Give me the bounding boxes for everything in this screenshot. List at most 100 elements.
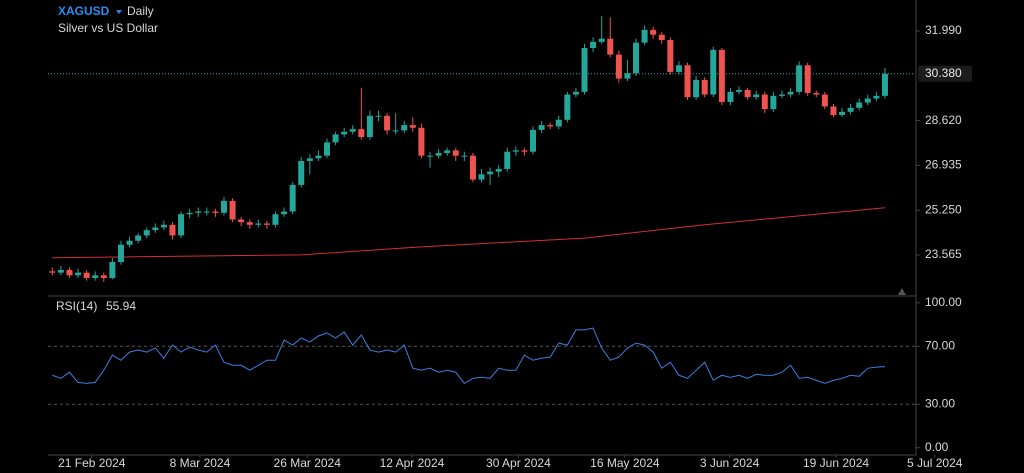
candle-body bbox=[143, 230, 150, 236]
candle-body bbox=[92, 275, 99, 278]
candle-body bbox=[57, 270, 64, 273]
candle-body bbox=[590, 41, 597, 48]
candle-body bbox=[641, 29, 648, 43]
x-tick-label: 26 Mar 2024 bbox=[274, 456, 342, 470]
x-tick-label: 21 Feb 2024 bbox=[58, 456, 126, 470]
candle-body bbox=[238, 219, 245, 223]
candle-body bbox=[710, 49, 717, 95]
scroll-marker[interactable] bbox=[898, 288, 906, 295]
candle-body bbox=[220, 200, 227, 213]
candle-body bbox=[418, 127, 425, 156]
rsi-line bbox=[52, 327, 885, 385]
candle-body bbox=[615, 54, 622, 79]
y-tick-label: 26.935 bbox=[925, 158, 962, 172]
candle-body bbox=[873, 95, 880, 99]
candle-body bbox=[366, 115, 373, 138]
candle-body bbox=[718, 49, 725, 102]
candle-body bbox=[744, 90, 751, 98]
candle-body bbox=[426, 155, 433, 157]
candle-body bbox=[821, 94, 828, 107]
candle-body bbox=[804, 65, 811, 93]
candle-body bbox=[538, 125, 545, 130]
candle-body bbox=[727, 91, 734, 102]
candle-body bbox=[650, 29, 657, 35]
candle-body bbox=[547, 125, 554, 127]
candle-body bbox=[306, 158, 313, 161]
y-tick-label: 70.00 bbox=[925, 338, 955, 352]
candle-body bbox=[564, 94, 571, 120]
current-price-label: 30.380 bbox=[925, 66, 962, 80]
candle-body bbox=[813, 92, 820, 95]
candle-body bbox=[598, 38, 605, 42]
y-tick-label: 0.00 bbox=[925, 440, 949, 454]
candle-body bbox=[160, 224, 167, 228]
candle-body bbox=[126, 240, 133, 245]
candle-body bbox=[787, 91, 794, 95]
candle-body bbox=[504, 151, 511, 169]
candle-body bbox=[753, 94, 760, 98]
rsi-last-value: 55.94 bbox=[106, 299, 136, 313]
candle-body bbox=[83, 272, 90, 278]
candle-body bbox=[856, 102, 863, 108]
candle-body bbox=[521, 150, 528, 152]
y-tick-label: 28.620 bbox=[925, 113, 962, 127]
candle-body bbox=[392, 130, 399, 132]
interval[interactable]: Daily bbox=[127, 4, 154, 18]
candle-body bbox=[658, 34, 665, 41]
candle-body bbox=[212, 211, 219, 213]
symbol-dropdown-icon[interactable] bbox=[116, 10, 122, 14]
candle-body bbox=[701, 79, 708, 95]
candle-body bbox=[315, 155, 322, 159]
candle-body bbox=[555, 119, 562, 127]
x-tick-label: 19 Jun 2024 bbox=[803, 456, 869, 470]
candle-body bbox=[469, 155, 476, 180]
y-tick-label: 30.00 bbox=[925, 396, 955, 410]
candle-body bbox=[66, 270, 73, 276]
candle-body bbox=[796, 65, 803, 92]
candle-body bbox=[109, 262, 116, 278]
candle-body bbox=[761, 94, 768, 110]
candle-body bbox=[341, 131, 348, 135]
candle-body bbox=[864, 98, 871, 103]
candle-body bbox=[409, 125, 416, 128]
candle-body bbox=[117, 244, 124, 263]
candle-body bbox=[384, 115, 391, 131]
candle-body bbox=[195, 211, 202, 213]
candle-body bbox=[298, 160, 305, 185]
candle-body bbox=[581, 47, 588, 92]
y-tick-label: 100.00 bbox=[925, 295, 962, 309]
candle-body bbox=[684, 65, 691, 98]
candle-body bbox=[839, 111, 846, 115]
candle-body bbox=[881, 73, 888, 96]
candle-body bbox=[169, 224, 176, 236]
candle-body bbox=[607, 38, 614, 55]
candle-body bbox=[770, 95, 777, 110]
candle-body bbox=[452, 150, 459, 156]
candle-body bbox=[263, 223, 270, 225]
candle-body bbox=[624, 73, 631, 79]
candle-body bbox=[349, 129, 356, 132]
candle-body bbox=[736, 90, 743, 92]
candle-body bbox=[375, 115, 382, 117]
candle-body bbox=[203, 211, 210, 213]
candle-body bbox=[401, 125, 408, 131]
candle-body bbox=[675, 65, 682, 72]
moving-average-line bbox=[52, 207, 886, 259]
x-tick-label: 8 Mar 2024 bbox=[170, 456, 231, 470]
candle-body bbox=[246, 222, 253, 225]
candle-body bbox=[487, 171, 494, 175]
candle-body bbox=[444, 150, 451, 154]
symbol[interactable]: XAGUSD bbox=[58, 4, 110, 18]
current-price-tag bbox=[918, 65, 972, 82]
candle-body bbox=[435, 153, 442, 156]
candle-body bbox=[332, 134, 339, 143]
candle-body bbox=[461, 155, 468, 157]
x-tick-label: 3 Jun 2024 bbox=[700, 456, 760, 470]
candle-body bbox=[358, 129, 365, 138]
candle-body bbox=[667, 40, 674, 72]
candle-body bbox=[152, 227, 159, 231]
candle-body bbox=[255, 223, 262, 225]
candle-body bbox=[572, 91, 579, 95]
